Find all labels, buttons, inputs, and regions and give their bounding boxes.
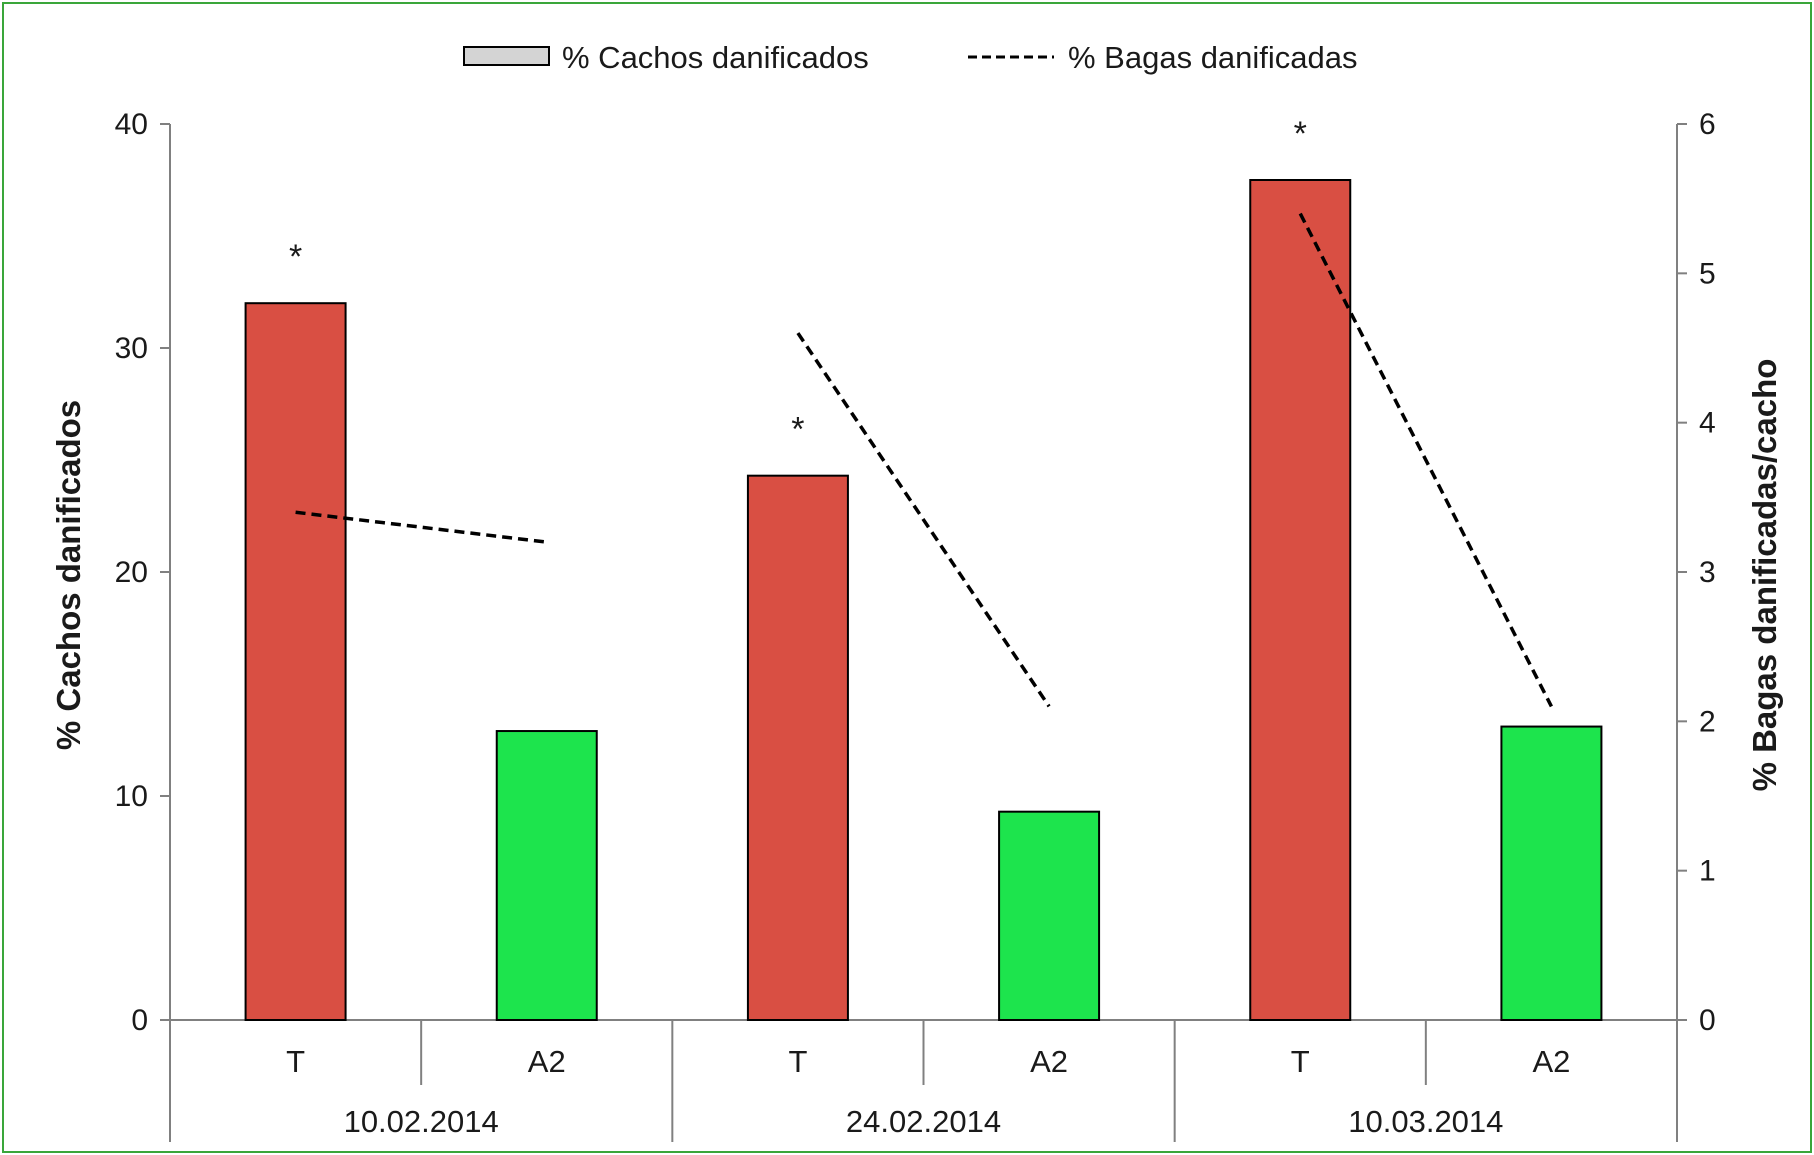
legend-label-bars: % Cachos danificados <box>562 40 869 75</box>
x-category-label: T <box>788 1044 807 1079</box>
y-tick-label: 10 <box>115 780 148 813</box>
significance-marker: * <box>1294 115 1307 153</box>
y2-axis-title: % Bagas danificadas/cacho <box>1746 359 1783 792</box>
axes <box>160 123 1687 1142</box>
y2-tick-label: 2 <box>1699 705 1716 738</box>
legend-label-line: % Bagas danificadas <box>1068 40 1358 75</box>
significance-marker: * <box>289 238 302 276</box>
x-group-label: 10.02.2014 <box>344 1104 499 1139</box>
y-tick-label: 0 <box>131 1004 148 1037</box>
y2-tick-label: 5 <box>1699 257 1716 290</box>
y2-tick-label: 6 <box>1699 108 1716 141</box>
bar-t-1 <box>244 302 347 1021</box>
y2-tick-label: 0 <box>1699 1004 1716 1037</box>
significance-marker: * <box>791 411 804 449</box>
y-axis-title: % Cachos danificados <box>50 400 87 750</box>
dashed-line-segment-2 <box>796 332 1051 708</box>
dashed-lines <box>295 212 1553 708</box>
bar-t-3 <box>1249 179 1352 1021</box>
y2-tick-label: 3 <box>1699 556 1716 589</box>
x-category-label: A2 <box>1030 1044 1068 1079</box>
x-category-label: T <box>286 1044 305 1079</box>
y-tick-label: 30 <box>115 332 148 365</box>
axis-labels: 0 10 20 30 40 0 1 2 3 4 5 6 * * * T A2 T A2 T A2 10.02.2014 24… <box>115 108 1716 1139</box>
bar-t-2 <box>746 474 849 1021</box>
x-group-label: 24.02.2014 <box>846 1104 1001 1139</box>
legend-bar-swatch <box>463 46 550 66</box>
y2-tick-label: 4 <box>1699 407 1716 440</box>
x-category-label: A2 <box>528 1044 566 1079</box>
dashed-line-segment-1 <box>295 510 547 544</box>
legend: % Cachos danificados % Bagas danificadas <box>463 40 1358 75</box>
bar-a2-3 <box>1500 725 1603 1021</box>
y-tick-label: 20 <box>115 556 148 589</box>
y-tick-label: 40 <box>115 108 148 141</box>
y2-tick-label: 1 <box>1699 855 1716 888</box>
bar-a2-2 <box>998 810 1101 1021</box>
bar-a2-1 <box>495 730 598 1021</box>
dashed-line-segment-3 <box>1298 212 1553 708</box>
x-category-label: T <box>1291 1044 1310 1079</box>
x-category-label: A2 <box>1532 1044 1570 1079</box>
x-group-label: 10.03.2014 <box>1348 1104 1503 1139</box>
bars <box>244 179 1603 1021</box>
